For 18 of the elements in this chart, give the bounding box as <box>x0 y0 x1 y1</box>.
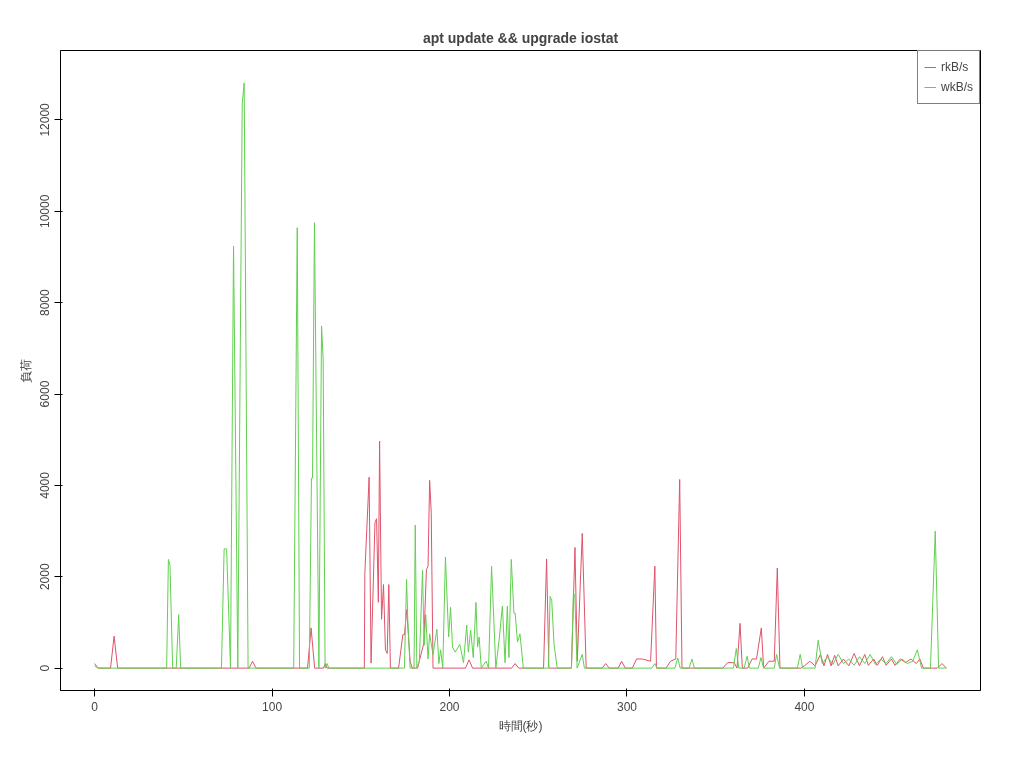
x-axis-title: 時間(秒) <box>498 718 543 733</box>
y-tick-label: 2000 <box>38 563 53 591</box>
y-tick-label: 6000 <box>38 380 53 408</box>
x-tick-label: 400 <box>794 699 815 714</box>
x-tick-label: 100 <box>262 699 283 714</box>
y-tick-label: 12000 <box>38 102 53 137</box>
y-tick-label: 10000 <box>38 194 53 228</box>
x-tick-label: 300 <box>616 699 638 714</box>
legend-label: rkB/s <box>940 60 969 74</box>
y-tick-label: 0 <box>38 664 53 672</box>
y-tick-label: 8000 <box>38 288 53 317</box>
chart-title: apt update && upgrade iostat <box>422 29 619 46</box>
y-axis-title: 負荷 <box>18 358 33 383</box>
x-tick-label: 200 <box>439 699 460 714</box>
legend-label: wkB/s <box>940 80 973 94</box>
y-tick-label: 4000 <box>38 471 53 499</box>
x-tick-label: 0 <box>91 699 99 714</box>
line-series <box>94 440 947 669</box>
